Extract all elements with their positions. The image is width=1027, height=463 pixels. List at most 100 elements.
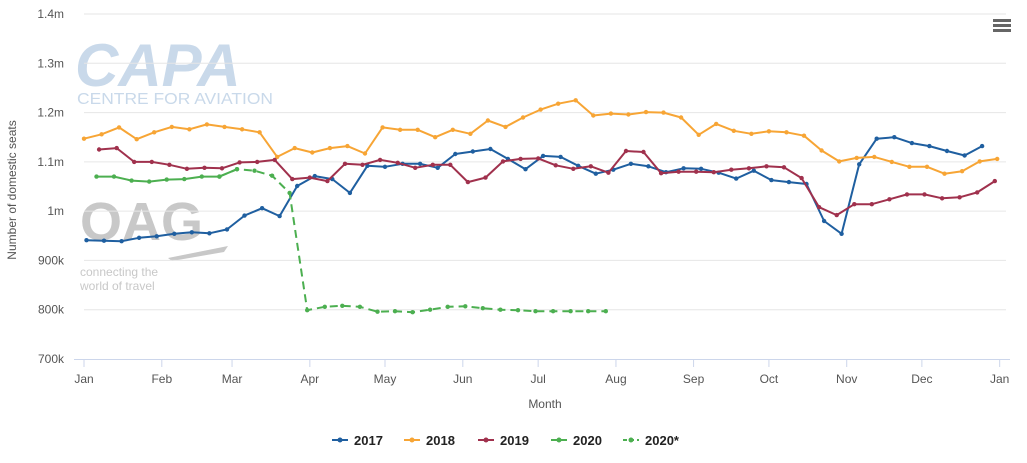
data-point[interactable] [415,127,420,132]
data-point[interactable] [959,169,965,174]
data-point[interactable] [819,148,824,153]
data-point[interactable] [239,127,245,132]
data-point[interactable] [207,231,212,236]
data-point[interactable] [694,169,699,174]
data-point[interactable] [515,308,521,313]
data-point[interactable] [550,309,556,314]
data-point[interactable] [305,308,310,313]
data-point[interactable] [837,159,842,164]
data-point[interactable] [292,145,297,151]
data-point[interactable] [357,304,363,309]
data-point[interactable] [784,130,789,135]
legend-item[interactable]: 2018 [404,433,455,448]
data-point[interactable] [84,238,89,243]
data-point[interactable] [287,190,292,196]
data-point[interactable] [786,179,792,185]
data-point[interactable] [975,190,980,195]
data-point[interactable] [96,147,102,152]
data-point[interactable] [94,174,99,179]
data-point[interactable] [801,133,807,138]
data-point[interactable] [751,168,756,173]
data-point[interactable] [571,166,576,171]
data-point[interactable] [325,178,330,184]
data-point[interactable] [764,164,769,169]
data-point[interactable] [498,307,503,312]
data-point[interactable] [307,175,312,180]
data-point[interactable] [839,231,844,236]
data-point[interactable] [781,165,787,170]
data-point[interactable] [488,146,493,152]
data-point[interactable] [433,135,438,140]
data-point[interactable] [606,170,611,175]
data-point[interactable] [608,111,614,116]
data-point[interactable] [591,113,596,118]
data-point[interactable] [310,150,315,155]
data-point[interactable] [520,115,526,120]
data-point[interactable] [182,176,187,182]
data-point[interactable] [252,168,257,173]
data-point[interactable] [417,161,423,166]
data-point[interactable] [427,307,433,312]
data-point[interactable] [154,234,159,239]
data-point[interactable] [340,303,345,308]
data-point[interactable] [116,125,122,130]
data-point[interactable] [909,140,915,146]
data-point[interactable] [503,124,508,130]
data-point[interactable] [500,159,506,164]
data-point[interactable] [269,173,275,178]
data-point[interactable] [874,136,879,141]
data-point[interactable] [628,161,634,166]
data-point[interactable] [540,153,546,159]
legend-item[interactable]: 2020 [551,433,602,448]
data-point[interactable] [641,149,646,155]
data-point[interactable] [152,130,157,135]
data-point[interactable] [465,179,471,185]
data-point[interactable] [380,125,385,130]
data-point[interactable] [169,124,174,130]
data-point[interactable] [518,156,523,162]
data-point[interactable] [277,213,282,219]
data-point[interactable] [187,127,192,132]
data-point[interactable] [295,183,300,189]
data-point[interactable] [731,128,736,133]
data-point[interactable] [375,309,380,314]
data-point[interactable] [395,160,400,165]
data-point[interactable] [962,153,967,158]
data-point[interactable] [345,143,350,149]
data-point[interactable] [749,131,754,136]
data-point[interactable] [816,205,822,210]
data-point[interactable] [576,163,581,168]
data-point[interactable] [586,309,591,314]
data-point[interactable] [470,149,475,154]
data-point[interactable] [892,135,897,140]
data-point[interactable] [450,127,455,132]
data-point[interactable] [676,169,681,174]
data-point[interactable] [799,175,804,181]
data-point[interactable] [222,124,227,130]
data-point[interactable] [558,154,563,160]
data-point[interactable] [322,304,327,309]
data-point[interactable] [852,202,857,207]
data-point[interactable] [167,162,172,167]
data-point[interactable] [698,166,704,171]
data-point[interactable] [81,136,87,141]
data-point[interactable] [643,109,649,115]
data-point[interactable] [149,159,154,165]
data-point[interactable] [661,110,666,115]
data-point[interactable] [362,151,368,156]
data-point[interactable] [942,171,947,176]
data-point[interactable] [924,164,930,169]
data-point[interactable] [257,130,262,135]
data-point[interactable] [275,154,280,160]
data-point[interactable] [957,195,962,200]
data-point[interactable] [992,178,997,184]
data-point[interactable] [111,174,117,179]
data-point[interactable] [132,159,137,165]
data-point[interactable] [347,190,353,196]
data-point[interactable] [101,238,107,243]
data-point[interactable] [556,101,561,106]
data-point[interactable] [164,177,169,182]
data-point[interactable] [377,157,383,163]
data-point[interactable] [468,131,473,136]
data-point[interactable] [397,127,403,132]
